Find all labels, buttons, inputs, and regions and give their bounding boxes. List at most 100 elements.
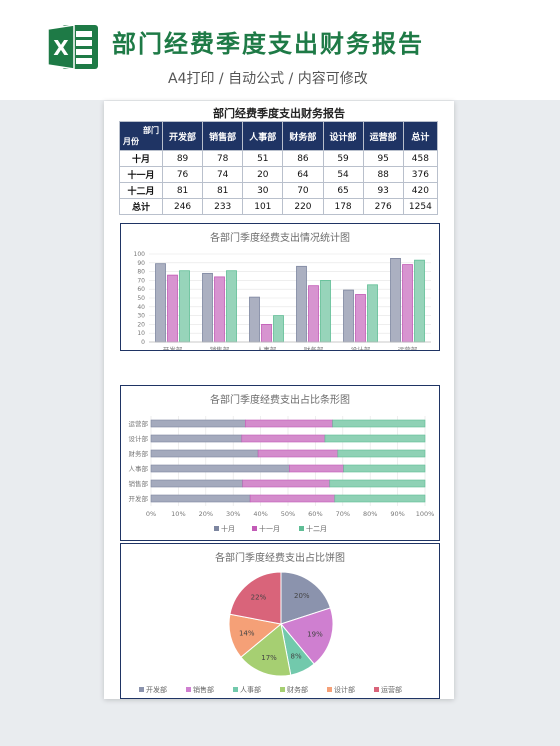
bar-segment [343,464,426,473]
legend-swatch [233,687,238,692]
excel-icon: X [47,24,98,70]
table-cell[interactable]: 458 [402,150,439,167]
table-cell[interactable]: 65 [322,182,364,199]
bar-segment [334,494,426,503]
bar [296,265,307,343]
expense-table: 部门 月份 开发部 销售部 人事部 财务部 设计部 运营部 总计 十月 89 7… [119,121,439,215]
bar-segment [150,419,246,428]
table-cell[interactable]: 178 [322,198,364,215]
report-sheet: 部门经费季度支出财务报告 部门 月份 开发部 销售部 人事部 财务部 设计部 运… [104,101,454,699]
pie-data-label: 14% [239,629,255,637]
bar [402,264,413,343]
y-tick-label: 40 [137,304,145,311]
pie-chart: 20% 19% 8% 17% 14% 22% 开发部 销售部 人事部 财务部 设计部 运营部 [139,571,402,694]
legend-swatch [280,687,285,692]
page-title: 部门经费季度支出财务报告 [112,30,424,58]
y-tick-label: 20 [137,321,145,328]
table-cell[interactable]: 86 [282,150,324,167]
column-header: 设计部 [322,121,364,151]
bar-segment [242,479,331,488]
x-tick-label: 销售部 [210,345,230,350]
x-tick-label: 50% [281,510,295,518]
table-cell[interactable]: 88 [362,166,404,183]
pie-slice [280,571,332,625]
bar [390,258,401,343]
bar-segment [324,434,426,443]
x-tick-label: 20% [199,510,213,518]
table-cell[interactable]: 89 [161,150,204,167]
legend-swatch [139,687,144,692]
stacked-bar-chart-title: 各部门季度经费支出占比条形图 [210,395,350,406]
bar [202,272,213,343]
table-cell[interactable]: 30 [242,182,284,199]
pie-data-label: 8% [291,652,302,660]
pie-chart-title: 各部门季度经费支出占比饼图 [215,553,345,564]
table-cell[interactable]: 20 [242,166,284,183]
table-cell[interactable]: 76 [161,166,204,183]
row-label: 总计 [119,198,163,215]
pie-data-label: 22% [251,593,267,601]
legend-label: 运营部 [381,685,402,694]
legend-swatch [252,526,257,531]
page-subtitle: A4打印 / 自动公式 / 内容可修改 [168,71,368,87]
table-cell[interactable]: 101 [242,198,284,215]
row-label: 十一月 [119,166,163,183]
pie-slice [240,623,292,677]
bar-segment [332,419,426,428]
bar [179,270,190,343]
legend-label: 人事部 [240,685,261,694]
table-row: 十一月 76 74 20 64 54 88 376 [119,166,439,183]
bar [273,315,284,343]
bar [155,263,166,343]
bar [214,276,225,343]
corner-label-month: 月份 [123,137,139,146]
table-cell[interactable]: 70 [282,182,324,199]
table-cell[interactable]: 81 [161,182,204,199]
table-cell[interactable]: 246 [161,198,204,215]
y-tick-label: 设计部 [129,434,149,443]
bar-segment [289,464,344,473]
bar-segment [257,449,339,458]
table-corner-header: 部门 月份 [119,121,163,151]
pie-chart-panel: 各部门季度经费支出占比饼图 20% 19% 8% 17% 14% 22% 开发部 销售部 人事部… [120,543,440,699]
table-cell[interactable]: 93 [362,182,404,199]
table-cell[interactable]: 276 [362,198,404,215]
table-cell[interactable]: 81 [202,182,244,199]
y-tick-label: 70 [137,277,145,284]
table-cell[interactable]: 95 [362,150,404,167]
table-cell[interactable]: 64 [282,166,324,183]
corner-label-department: 部门 [143,126,159,135]
y-tick-label: 销售部 [129,479,149,488]
table-cell[interactable]: 376 [402,166,439,183]
bar [249,296,260,343]
excel-icon-letter: X [53,36,69,60]
x-tick-label: 财务部 [304,345,324,350]
page-header: X 部门经费季度支出财务报告 A4打印 / 自动公式 / 内容可修改 [0,0,560,100]
table-cell[interactable]: 59 [322,150,364,167]
bar-segment [245,419,333,428]
row-label: 十二月 [119,182,163,199]
bar-segment [150,464,290,473]
legend-swatch [374,687,379,692]
legend-swatch [186,687,191,692]
pie-data-label: 19% [307,630,323,638]
bar-segment [150,479,244,488]
table-cell[interactable]: 420 [402,182,439,199]
x-tick-label: 运营部 [398,345,418,350]
y-tick-label: 财务部 [129,449,149,458]
table-cell[interactable]: 220 [282,198,324,215]
table-cell[interactable]: 54 [322,166,364,183]
bar-segment [241,434,326,443]
x-tick-label: 90% [390,510,404,518]
sheet-title: 部门经费季度支出财务报告 [213,107,345,120]
table-cell[interactable]: 51 [242,150,284,167]
table-cell[interactable]: 233 [202,198,244,215]
table-cell[interactable]: 74 [202,166,244,183]
table-cell[interactable]: 78 [202,150,244,167]
table-cell[interactable]: 1254 [402,198,439,215]
bar-segment [249,494,336,503]
legend-label: 开发部 [146,685,167,694]
x-tick-label: 开发部 [163,345,183,350]
pie-slice [280,607,334,665]
